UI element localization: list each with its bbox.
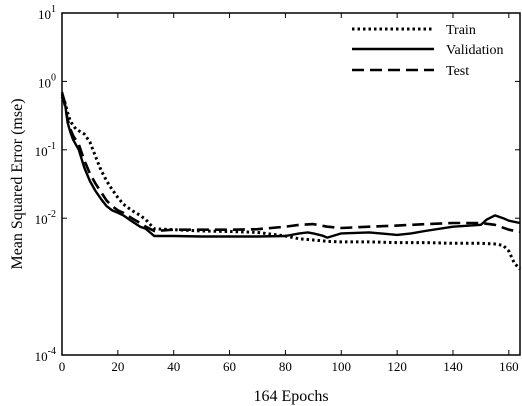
legend-label-test: Test (446, 64, 469, 79)
x-tick-label-3: 60 (223, 359, 236, 374)
x-axis-title: 164 Epochs (253, 388, 328, 405)
series-line-test (60, 93, 521, 234)
x-tick-label-4: 80 (279, 359, 292, 374)
y-tick-label-3: 100 (38, 72, 56, 90)
x-tick-label-8: 160 (499, 359, 519, 374)
y-tick-label-1: 10-2 (35, 209, 56, 227)
x-tick-label-1: 20 (111, 359, 124, 374)
y-tick-label-4: 101 (38, 4, 56, 22)
legend: Train Validation Test (352, 23, 504, 79)
y-tick-label-0: 10-4 (35, 346, 56, 364)
legend-label-validation: Validation (446, 43, 504, 58)
series-line-train (60, 95, 522, 271)
x-tick-label-7: 140 (443, 359, 463, 374)
y-tick-label-2: 10-1 (35, 141, 56, 159)
x-tick-label-2: 40 (167, 359, 180, 374)
series-layer (60, 91, 522, 271)
ticks: 0 20 40 60 80 100 120 140 160 10-4 10-2 10-1 100 101 (35, 4, 520, 374)
x-tick-label-0: 0 (59, 359, 66, 374)
series-line-validation (60, 91, 521, 239)
x-tick-label-6: 120 (387, 359, 407, 374)
y-axis-title: Mean Squared Error (mse) (9, 98, 26, 269)
x-tick-label-5: 100 (332, 359, 352, 374)
legend-label-train: Train (446, 23, 476, 38)
plot-frame (61, 12, 521, 356)
